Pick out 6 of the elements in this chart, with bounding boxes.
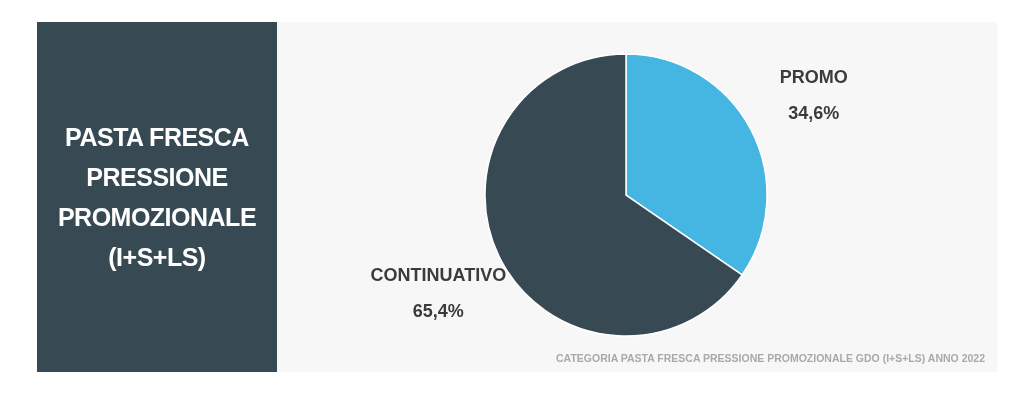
text: PASTA FRESCA PRESSIONE PROMOZIONALE (I+S+LS) (57, 122, 257, 273)
text: CATEGORIA PASTA FRESCA PRESSIONE PROMOZIONALE GDO (I+S+LS) ANNO 2022 (556, 352, 985, 364)
slice-label: CONTINUATIVO (370, 264, 507, 285)
data-label: 34,6% (788, 103, 840, 124)
slice-label: PROMO (779, 67, 848, 88)
data-label: 65,4% (412, 300, 464, 321)
